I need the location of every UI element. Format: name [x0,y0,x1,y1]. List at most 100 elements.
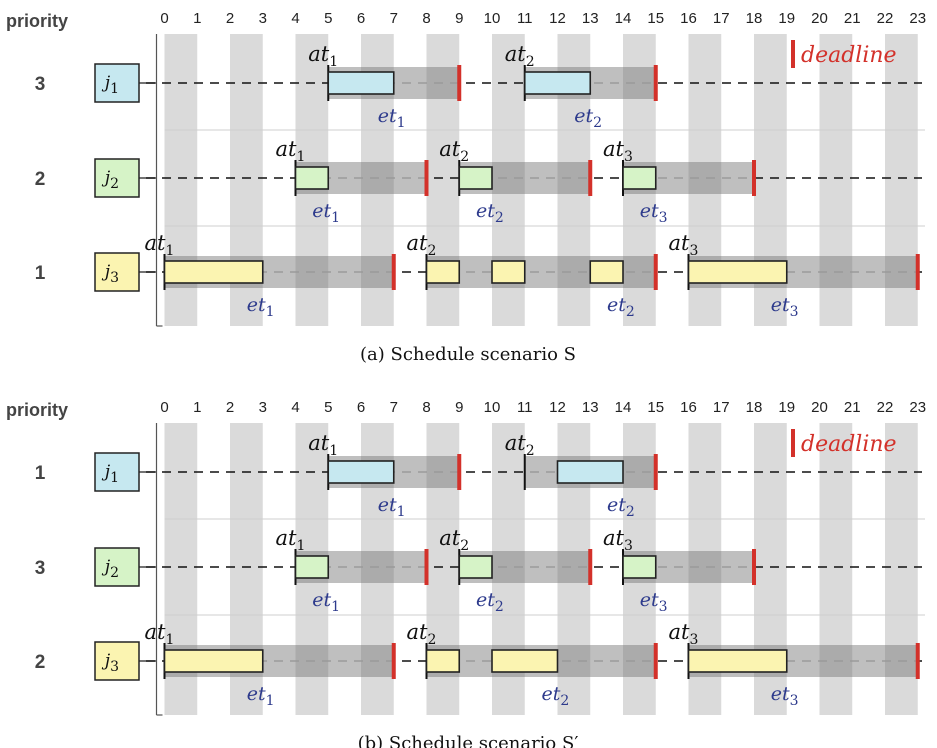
arrival-time-label-subscript: 3 [689,632,698,648]
execution-time-label: et1 [378,105,406,131]
deadline-marker [457,454,462,490]
job-label: j3 [101,262,119,286]
time-tick-label: 9 [455,10,463,27]
feasible-window-shade [688,162,722,194]
arrival-time-label: at2 [407,620,437,648]
time-tick-label: 8 [422,399,430,416]
arrival-time-label-subscript: 2 [460,538,469,554]
deadline-marker [391,643,396,679]
execution-time-label: et1 [247,683,275,709]
time-tick-label: 18 [746,10,763,27]
arrival-time-label: at1 [276,526,306,554]
time-tick-label: 7 [390,399,398,416]
execution-block [458,555,493,579]
arrival-time-label-subscript: 2 [526,443,535,459]
execution-time-label-subscript: 3 [659,210,668,226]
arrival-time-label-main: at [276,137,298,161]
time-tick-label: 13 [582,399,599,416]
arrival-time-label-main: at [308,42,330,66]
execution-time-label-main: et [607,294,626,316]
priority-label: 1 [35,463,46,484]
arrival-time-label: at2 [439,526,469,554]
feasible-window-shade [557,645,591,677]
time-tick-label: 11 [517,10,533,27]
execution-time-label: et2 [476,589,504,615]
execution-time-label-subscript: 1 [331,210,340,226]
execution-block [425,649,461,673]
arrival-time-label: at1 [308,431,338,459]
time-tick-label: 7 [390,10,398,27]
deadline-marker [915,254,920,290]
time-tick-label: 13 [582,10,599,27]
job-label-main: j [101,462,111,482]
execution-time-label: et2 [607,294,635,320]
time-tick-label: 10 [484,399,501,416]
job-box [94,158,140,198]
execution-time-label-subscript: 2 [560,693,569,709]
arrival-time-label-subscript: 1 [165,632,174,648]
arrival-time-label-main: at [145,620,167,644]
priority-header: priority [6,11,68,31]
time-tick-label: 19 [778,399,795,416]
priority-label: 3 [35,74,46,95]
deadline-legend-label: deadline [801,432,897,457]
feasible-window-shade [361,551,394,583]
time-tick-label: 3 [259,399,267,416]
arrival-time-label-main: at [439,137,461,161]
arrival-time-label: at3 [669,620,699,648]
arrival-time-label-main: at [407,620,429,644]
time-tick-label: 22 [877,399,894,416]
execution-time-label-main: et [476,200,495,222]
execution-block [491,649,559,673]
priority-label: 2 [35,169,46,190]
feasible-window-shade [492,162,525,194]
execution-time-label-subscript: 2 [626,304,635,320]
time-tick-label: 23 [909,10,926,27]
deadline-legend-marker [791,429,795,457]
feasible-window-shade [819,645,853,677]
deadline-marker [588,549,593,585]
execution-block [687,260,788,284]
arrival-time-label: at3 [603,526,633,554]
time-tick-label: 15 [647,10,664,27]
job-label-subscript: 3 [110,270,119,286]
arrival-time-label-subscript: 3 [624,149,633,165]
job-label-subscript: 2 [110,565,119,581]
arrival-time-label-main: at [407,231,429,255]
job-label-subscript: 3 [110,659,119,675]
deadline-marker [653,643,658,679]
execution-time-label-subscript: 2 [495,599,504,615]
execution-time-label: et2 [574,105,602,131]
deadline-legend-label: deadline [801,43,897,68]
execution-block [163,260,264,284]
job-label-main: j [101,168,111,188]
time-tick-label: 21 [844,10,861,27]
arrival-time-label-subscript: 2 [526,54,535,70]
job-label: j1 [101,73,119,97]
time-tick-label: 2 [226,10,234,27]
arrival-time-label-main: at [505,42,527,66]
execution-time-label-subscript: 2 [593,115,602,131]
feasible-window-shade [623,67,656,99]
job-label-main: j [101,651,111,671]
priority-label: 1 [35,263,46,284]
arrival-time-label-subscript: 1 [329,443,338,459]
job-label-main: j [101,557,111,577]
time-tick-label: 8 [422,10,430,27]
execution-block [327,460,395,484]
deadline-legend-marker [791,40,795,68]
execution-time-label-subscript: 1 [397,115,406,131]
execution-time-label-main: et [607,494,626,516]
time-tick-label: 11 [517,399,533,416]
deadline-marker [752,160,756,196]
priority-label: 3 [35,558,46,579]
feasible-window-shade [557,162,591,194]
deadline-marker [424,549,429,585]
execution-block [622,555,657,579]
execution-time-label-main: et [378,494,397,516]
feasible-window-shade [361,162,394,194]
execution-time-label: et3 [771,294,799,320]
